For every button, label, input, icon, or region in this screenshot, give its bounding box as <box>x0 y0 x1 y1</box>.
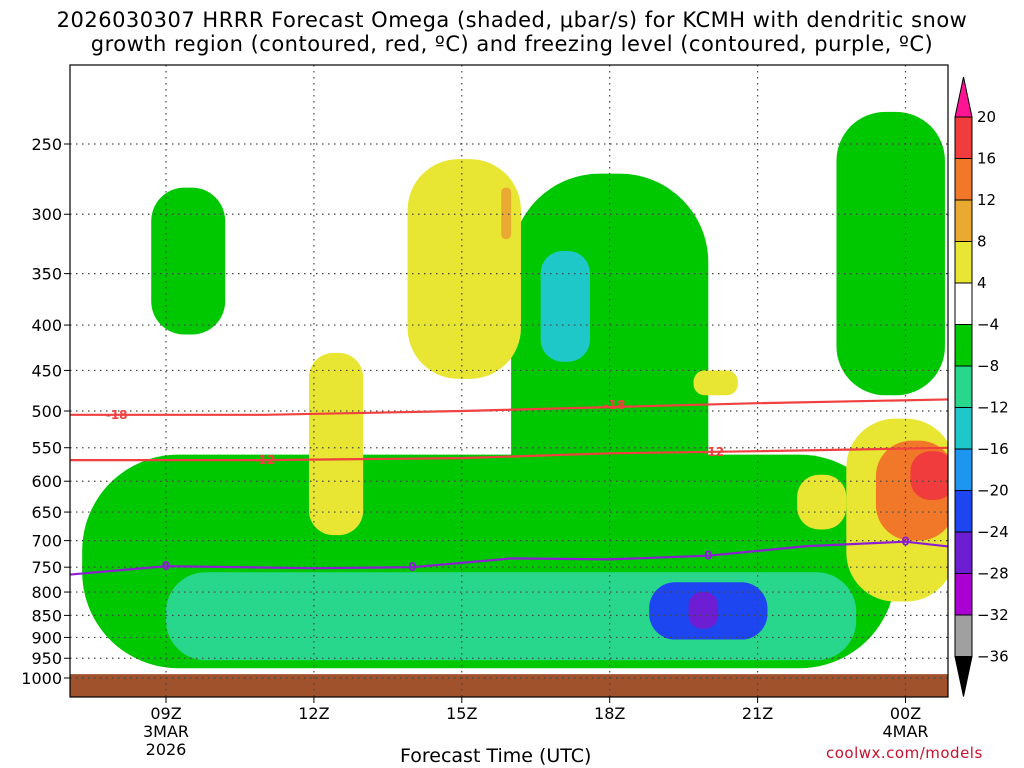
plot-frame <box>69 64 949 698</box>
colorbar-cell-9 <box>954 448 973 491</box>
colorbar-label-6: −8 <box>977 357 999 375</box>
contour-lines <box>70 398 948 576</box>
contour-label-2: -18 <box>604 398 626 412</box>
colorbar-cell-1 <box>954 116 973 159</box>
colorbar-cell-8 <box>954 407 973 450</box>
y-tick-label-500: 500 <box>31 402 62 421</box>
x-tick-label-21Z: 21Z <box>742 704 773 723</box>
omega-region-midlevel-19Z-yellow <box>693 370 738 396</box>
contour-label-7: 0 <box>901 535 909 549</box>
colorbar-label-9: −20 <box>977 482 1009 500</box>
colorbar: 20 16 12 8 4 −4 −8 −12 −16 −20 −24 −28 −32 −36 <box>954 76 1009 697</box>
colorbar-cell-7 <box>954 365 973 408</box>
x-axis-label: Forecast Time (UTC) <box>400 745 592 767</box>
contour-label-4: 0 <box>162 559 170 573</box>
x-tick-label-15Z: 15Z <box>446 704 477 723</box>
x-tick-label-09Z: 09Z <box>150 704 181 723</box>
contour-labels: -18 -12 -18 -12 0 0 0 0 <box>106 398 910 574</box>
chart-title-line-1: 2026030307 HRRR Forecast Omega (shaded, … <box>56 8 968 32</box>
contour-label-5: 0 <box>408 560 416 574</box>
y-tick-label-700: 700 <box>31 532 62 551</box>
omega-region-upper-16Z-orange <box>501 187 512 240</box>
colorbar-cell-2 <box>954 158 973 201</box>
colorbar-label-1: 16 <box>977 150 996 168</box>
colorbar-cell-12 <box>954 573 973 616</box>
y-tick-label-350: 350 <box>31 265 62 284</box>
colorbar-label-4: 4 <box>977 274 987 292</box>
x-tick-sublabel-3MAR: 3MAR <box>143 722 189 741</box>
y-tick-label-600: 600 <box>31 472 62 491</box>
contour-label-1: -12 <box>254 453 276 467</box>
colorbar-cell-4 <box>954 241 973 284</box>
colorbar-label-5: −4 <box>977 316 999 334</box>
omega-region-upper-16Z-yellow <box>407 159 521 379</box>
omega-region-upper-00Z-green <box>836 111 945 396</box>
omega-region-ascent-core-20Z <box>688 592 719 629</box>
colorbar-label-12: −32 <box>977 606 1009 624</box>
omega-region-upper-09Z-green <box>151 187 226 335</box>
y-tick-label-400: 400 <box>31 316 62 335</box>
grid-lines <box>70 65 948 697</box>
contour-dendritic-lower <box>70 446 948 462</box>
colorbar-label-0: 20 <box>977 108 996 126</box>
y-tick-label-650: 650 <box>31 503 62 522</box>
contour-dendritic-upper <box>70 398 948 416</box>
y-tick-label-300: 300 <box>31 205 62 224</box>
colorbar-cell-11 <box>954 531 973 574</box>
chart-title-line-2: growth region (contoured, red, ºC) and f… <box>90 32 934 56</box>
colorbar-label-11: −28 <box>977 565 1009 583</box>
colorbar-label-2: 12 <box>977 191 996 209</box>
colorbar-cell-13 <box>954 614 973 657</box>
y-axis: 250 300 350 400 450 500 550 600 650 700 750 800 850 9… <box>21 135 70 688</box>
omega-region-tower-17Z-cyan <box>540 250 590 362</box>
y-tick-label-1000: 1000 <box>21 669 62 688</box>
contour-label-0: -18 <box>106 408 128 422</box>
ground-layer <box>70 674 948 697</box>
site-credit[interactable]: coolwx.com/models <box>826 744 983 762</box>
y-tick-label-750: 750 <box>31 558 62 577</box>
x-tick-sublabel-4MAR: 4MAR <box>882 722 928 741</box>
colorbar-cell-3 <box>954 199 973 242</box>
omega-region-midlevel-13Z-yellow <box>308 352 364 536</box>
colorbar-label-10: −24 <box>977 523 1009 541</box>
y-tick-label-550: 550 <box>31 439 62 458</box>
omega-region-warm-00Z-red <box>910 451 948 501</box>
colorbar-label-3: 8 <box>977 233 987 251</box>
x-tick-sublabel-2026: 2026 <box>146 740 187 759</box>
colorbar-cell-6 <box>954 324 973 367</box>
contour-freezing-level <box>70 540 948 576</box>
y-tick-label-950: 950 <box>31 649 62 668</box>
omega-region-midlevel-22Z-yellow <box>797 474 847 530</box>
ground-fill <box>70 674 948 697</box>
y-tick-label-800: 800 <box>31 583 62 602</box>
colorbar-label-13: −36 <box>977 648 1009 666</box>
y-tick-label-450: 450 <box>31 361 62 380</box>
colorbar-label-8: −16 <box>977 440 1009 458</box>
x-tick-label-12Z: 12Z <box>298 704 329 723</box>
x-tick-label-18Z: 18Z <box>594 704 625 723</box>
x-tick-label-00Z: 00Z <box>890 704 921 723</box>
y-tick-label-250: 250 <box>31 135 62 154</box>
colorbar-bottom-arrow <box>954 656 973 697</box>
y-tick-label-900: 900 <box>31 628 62 647</box>
y-tick-label-850: 850 <box>31 606 62 625</box>
colorbar-cell-5 <box>954 282 973 325</box>
colorbar-cell-10 <box>954 490 973 533</box>
omega-region-tower-17Z-green <box>511 173 709 552</box>
contour-label-6: 0 <box>704 549 712 563</box>
colorbar-label-7: −12 <box>977 399 1009 417</box>
contour-label-3: -12 <box>702 445 724 459</box>
colorbar-top-arrow <box>954 76 973 118</box>
